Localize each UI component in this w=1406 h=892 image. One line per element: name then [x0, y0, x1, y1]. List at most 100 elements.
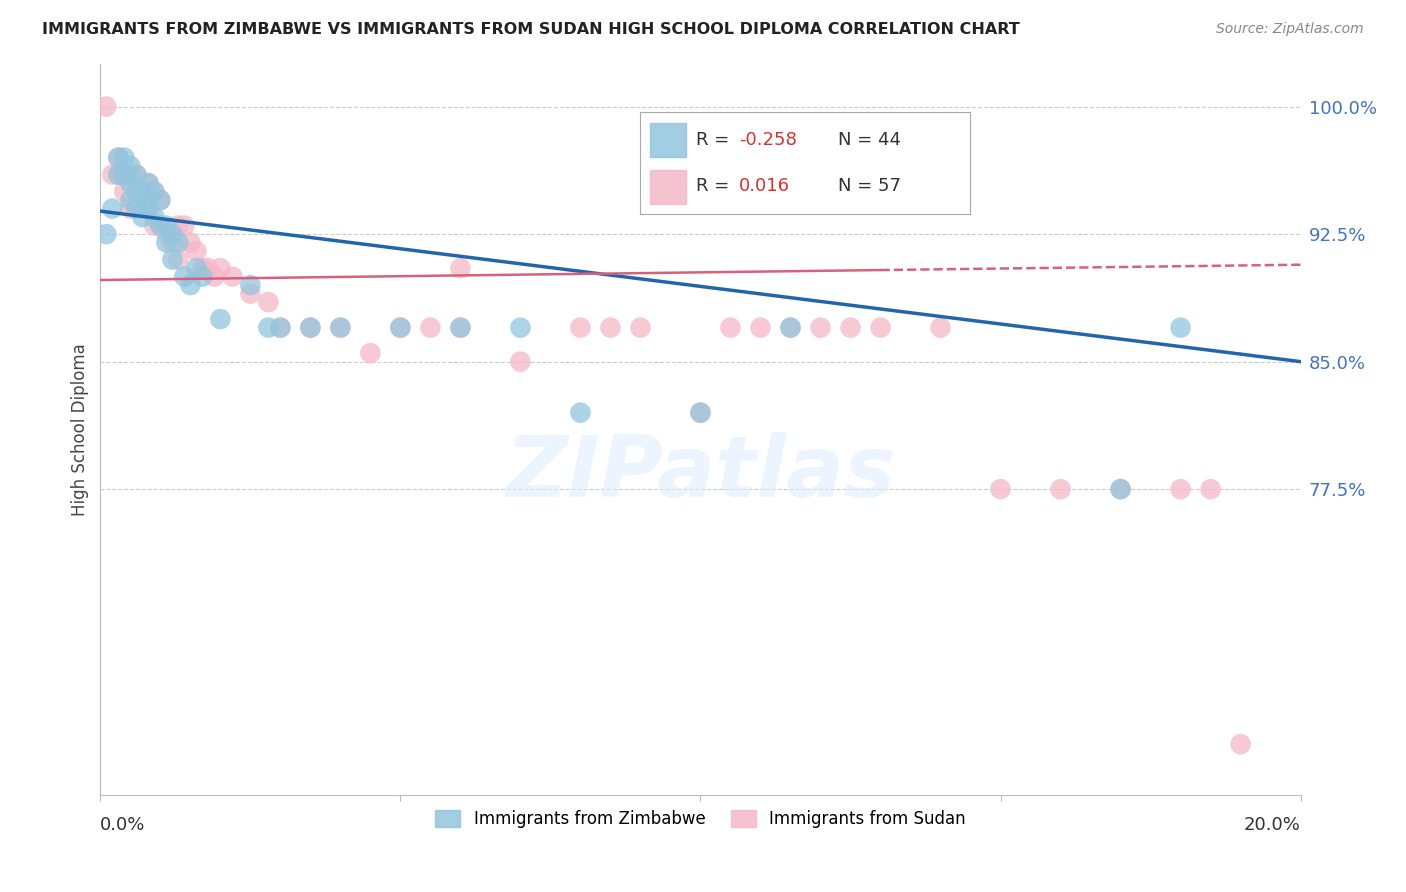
Text: R =: R =	[696, 178, 741, 195]
Point	[197, 261, 219, 276]
Text: -0.258: -0.258	[740, 131, 797, 149]
Point	[257, 295, 280, 310]
Point	[257, 320, 280, 334]
Point	[209, 312, 232, 326]
Point	[1049, 482, 1071, 496]
Point	[1170, 320, 1192, 334]
Point	[112, 168, 135, 182]
Text: N = 57: N = 57	[838, 178, 901, 195]
Point	[449, 320, 471, 334]
Point	[221, 269, 243, 284]
Point	[509, 320, 531, 334]
Point	[689, 406, 711, 420]
Point	[101, 202, 124, 216]
Point	[1199, 482, 1222, 496]
Text: 0.016: 0.016	[740, 178, 790, 195]
Point	[191, 261, 214, 276]
Point	[112, 185, 135, 199]
Text: R =: R =	[696, 131, 735, 149]
Point	[96, 227, 118, 241]
Point	[1109, 482, 1132, 496]
Point	[125, 202, 148, 216]
Bar	[650, 170, 686, 204]
Point	[155, 227, 177, 241]
Point	[107, 168, 129, 182]
Point	[138, 193, 160, 207]
Point	[143, 219, 166, 233]
Point	[689, 406, 711, 420]
Point	[299, 320, 322, 334]
Point	[138, 202, 160, 216]
Point	[389, 320, 412, 334]
Point	[155, 219, 177, 233]
Point	[101, 168, 124, 182]
Point	[131, 185, 153, 199]
Point	[449, 261, 471, 276]
Point	[120, 168, 142, 182]
Point	[509, 354, 531, 368]
Text: N = 44: N = 44	[838, 131, 901, 149]
Point	[125, 168, 148, 182]
Point	[149, 193, 172, 207]
Point	[125, 202, 148, 216]
Y-axis label: High School Diploma: High School Diploma	[72, 343, 89, 516]
Point	[149, 219, 172, 233]
Point	[569, 320, 592, 334]
Text: Source: ZipAtlas.com: Source: ZipAtlas.com	[1216, 22, 1364, 37]
Point	[149, 193, 172, 207]
Point	[162, 227, 184, 241]
Point	[131, 210, 153, 224]
Point	[1229, 737, 1251, 751]
Legend: Immigrants from Zimbabwe, Immigrants from Sudan: Immigrants from Zimbabwe, Immigrants fro…	[429, 803, 972, 834]
Point	[186, 244, 208, 259]
Text: ZIPatlas: ZIPatlas	[505, 432, 896, 515]
Point	[269, 320, 291, 334]
Point	[167, 219, 190, 233]
Point	[143, 185, 166, 199]
Point	[990, 482, 1012, 496]
Point	[779, 320, 801, 334]
Point	[720, 320, 742, 334]
Point	[162, 235, 184, 250]
Point	[839, 320, 862, 334]
Point	[143, 210, 166, 224]
Point	[869, 320, 891, 334]
Point	[138, 176, 160, 190]
Point	[120, 176, 142, 190]
Point	[138, 202, 160, 216]
Point	[569, 406, 592, 420]
Point	[810, 320, 832, 334]
Point	[1170, 482, 1192, 496]
Point	[149, 219, 172, 233]
Point	[749, 320, 772, 334]
Point	[929, 320, 952, 334]
Point	[173, 219, 195, 233]
Text: 0.0%: 0.0%	[100, 815, 146, 834]
Point	[186, 261, 208, 276]
Point	[329, 320, 352, 334]
Point	[389, 320, 412, 334]
Point	[1109, 482, 1132, 496]
Point	[329, 320, 352, 334]
Point	[107, 151, 129, 165]
Point	[143, 185, 166, 199]
Point	[209, 261, 232, 276]
Point	[599, 320, 621, 334]
Point	[107, 151, 129, 165]
Point	[167, 252, 190, 267]
Text: 20.0%: 20.0%	[1244, 815, 1301, 834]
Point	[179, 235, 201, 250]
Point	[239, 278, 262, 293]
Point	[96, 99, 118, 113]
Point	[359, 346, 381, 360]
Point	[162, 252, 184, 267]
Point	[138, 176, 160, 190]
Bar	[650, 123, 686, 157]
Point	[120, 193, 142, 207]
Point	[125, 185, 148, 199]
Point	[191, 269, 214, 284]
Point	[630, 320, 652, 334]
Point	[299, 320, 322, 334]
Point	[779, 320, 801, 334]
Point	[112, 151, 135, 165]
